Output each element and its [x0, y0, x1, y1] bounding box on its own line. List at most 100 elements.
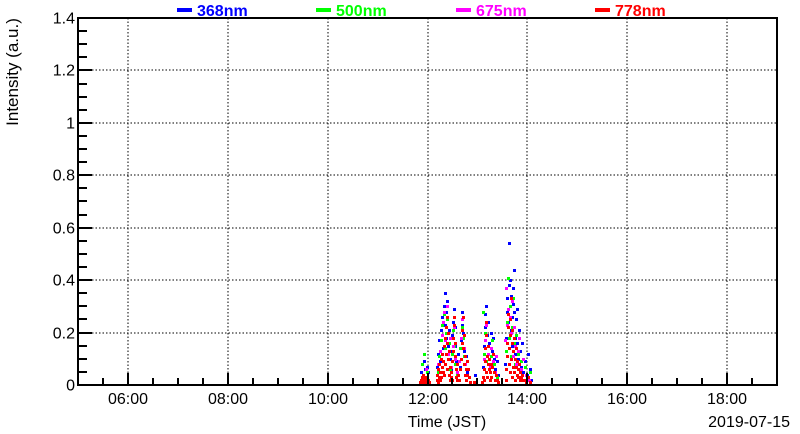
data-point	[459, 347, 462, 350]
data-point	[445, 311, 448, 314]
data-point	[513, 371, 516, 374]
data-point	[529, 368, 532, 371]
data-point	[508, 363, 511, 366]
data-point	[447, 353, 450, 356]
data-point	[459, 368, 462, 371]
data-point	[508, 347, 511, 350]
data-point	[524, 379, 527, 382]
data-point	[488, 358, 491, 361]
data-point	[424, 379, 427, 382]
data-point	[511, 376, 514, 379]
data-point	[511, 300, 514, 303]
data-point	[487, 345, 490, 348]
data-point	[489, 379, 492, 382]
data-point	[439, 379, 442, 382]
data-point	[491, 339, 494, 342]
data-point	[437, 381, 440, 384]
data-point	[519, 371, 522, 374]
data-point	[511, 345, 514, 348]
data-point	[463, 350, 466, 353]
data-point	[486, 355, 489, 358]
data-point	[495, 374, 498, 377]
data-point	[457, 353, 460, 356]
data-point	[491, 350, 494, 353]
data-point	[445, 326, 448, 329]
data-point	[518, 329, 521, 332]
data-point	[529, 381, 532, 384]
data-point	[440, 329, 443, 332]
data-point	[485, 334, 488, 337]
data-point	[527, 376, 530, 379]
data-point	[492, 337, 495, 340]
y-tick-label: 0	[66, 378, 75, 395]
data-point	[496, 379, 499, 382]
data-point	[515, 334, 518, 337]
data-point	[465, 368, 468, 371]
data-point	[510, 358, 513, 361]
data-point	[485, 324, 488, 327]
data-point	[467, 368, 470, 371]
data-point	[506, 355, 509, 358]
data-point	[484, 347, 487, 350]
data-point	[421, 376, 424, 379]
data-point	[520, 368, 523, 371]
data-point	[520, 376, 523, 379]
data-point	[497, 374, 500, 377]
data-point	[487, 363, 490, 366]
data-point	[449, 379, 452, 382]
data-point	[450, 350, 453, 353]
data-point	[509, 305, 512, 308]
data-point	[441, 324, 444, 327]
data-point	[512, 355, 515, 358]
data-point	[441, 316, 444, 319]
data-point	[438, 355, 441, 358]
data-point	[515, 347, 518, 350]
data-point	[506, 311, 509, 314]
data-point	[441, 366, 444, 369]
data-point	[453, 324, 456, 327]
legend-label-368nm: 368nm	[197, 3, 248, 20]
data-point	[517, 376, 520, 379]
data-point	[520, 366, 523, 369]
data-point	[518, 363, 521, 366]
data-point	[484, 313, 487, 316]
data-point	[504, 363, 507, 366]
data-point	[506, 321, 509, 324]
legend-label-500nm: 500nm	[336, 3, 387, 20]
data-point	[451, 353, 454, 356]
data-point	[449, 368, 452, 371]
data-point	[463, 363, 466, 366]
data-point	[489, 371, 492, 374]
data-point	[521, 374, 524, 377]
data-point	[443, 305, 446, 308]
data-point	[512, 287, 515, 290]
data-point	[507, 326, 510, 329]
data-point	[458, 379, 461, 382]
data-point	[520, 360, 523, 363]
data-point	[444, 363, 447, 366]
data-point	[457, 374, 460, 377]
data-point	[517, 353, 520, 356]
data-point	[497, 381, 500, 384]
data-point	[484, 360, 487, 363]
data-point	[511, 316, 514, 319]
data-point	[509, 318, 512, 321]
data-point	[468, 376, 471, 379]
data-point	[449, 358, 452, 361]
data-point	[519, 379, 522, 382]
y-tick-label: 0.2	[53, 326, 75, 343]
data-point	[522, 371, 525, 374]
data-point	[421, 363, 424, 366]
data-point	[513, 337, 516, 340]
data-point	[517, 368, 520, 371]
data-point	[461, 311, 464, 314]
data-point	[504, 339, 507, 342]
data-point	[473, 381, 476, 384]
data-point	[506, 342, 509, 345]
y-tick-label: 0.8	[53, 168, 75, 185]
data-point	[507, 277, 510, 280]
data-point	[487, 321, 490, 324]
data-point	[485, 321, 488, 324]
data-point	[461, 324, 464, 327]
